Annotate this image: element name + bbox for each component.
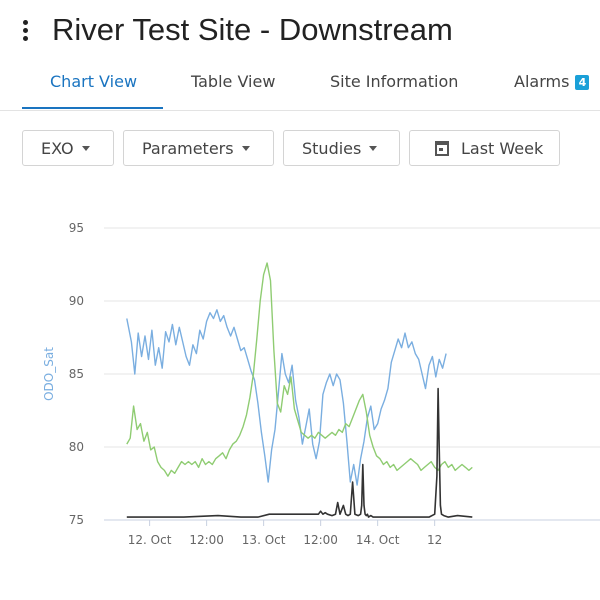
chart-svg: 75 80 85 90 95 12. Oct 12:00 13. Oct 12:00 14. Oc… (42, 221, 600, 547)
studies-dropdown[interactable]: Studies (283, 130, 400, 166)
x-tick-label: 14. Oct (356, 533, 400, 547)
filter-bar: EXO Parameters Studies Last Week (0, 130, 600, 168)
chevron-down-icon (81, 146, 90, 151)
exo-dropdown[interactable]: EXO (22, 130, 114, 166)
parameters-dropdown-label: Parameters (142, 139, 234, 158)
calendar-icon (435, 141, 449, 156)
y-tick-label: 85 (69, 367, 84, 381)
x-tick-label: 13. Oct (242, 533, 286, 547)
x-tick-label: 12 (427, 533, 442, 547)
kebab-menu-icon[interactable] (22, 20, 30, 44)
black-series-line (126, 387, 473, 518)
chevron-down-icon (241, 146, 250, 151)
chart: 75 80 85 90 95 12. Oct 12:00 13. Oct 12:00 14. Oc… (0, 200, 600, 560)
header: River Test Site - Downstream (0, 0, 600, 60)
parameters-dropdown[interactable]: Parameters (123, 130, 274, 166)
tab-alarms-label: Alarms (514, 72, 570, 91)
studies-dropdown-label: Studies (302, 139, 362, 158)
y-tick-label: 95 (69, 221, 84, 235)
tab-site-information[interactable]: Site Information (330, 72, 459, 91)
x-tick-label: 12:00 (303, 533, 338, 547)
y-tick-label: 80 (69, 440, 84, 454)
x-tick-label: 12:00 (189, 533, 224, 547)
page-title: River Test Site - Downstream (52, 12, 453, 47)
x-tick-label: 12. Oct (128, 533, 172, 547)
exo-dropdown-label: EXO (41, 139, 74, 158)
y-axis-label: ODO_Sat (42, 347, 56, 401)
y-tick-label: 90 (69, 294, 84, 308)
alarm-count-badge: 4 (575, 75, 590, 90)
tab-bar: Chart View Table View Site Information A… (0, 62, 600, 111)
y-tick-label: 75 (69, 513, 84, 527)
odo-sat-series-line (126, 309, 447, 486)
green-series-line (126, 262, 473, 477)
date-range-label: Last Week (461, 139, 544, 158)
tab-chart-view[interactable]: Chart View (50, 72, 138, 91)
date-range-button[interactable]: Last Week (409, 130, 560, 166)
chevron-down-icon (369, 146, 378, 151)
tab-table-view[interactable]: Table View (191, 72, 276, 91)
active-tab-indicator (22, 107, 163, 109)
tab-alarms[interactable]: Alarms 4 (514, 72, 590, 110)
